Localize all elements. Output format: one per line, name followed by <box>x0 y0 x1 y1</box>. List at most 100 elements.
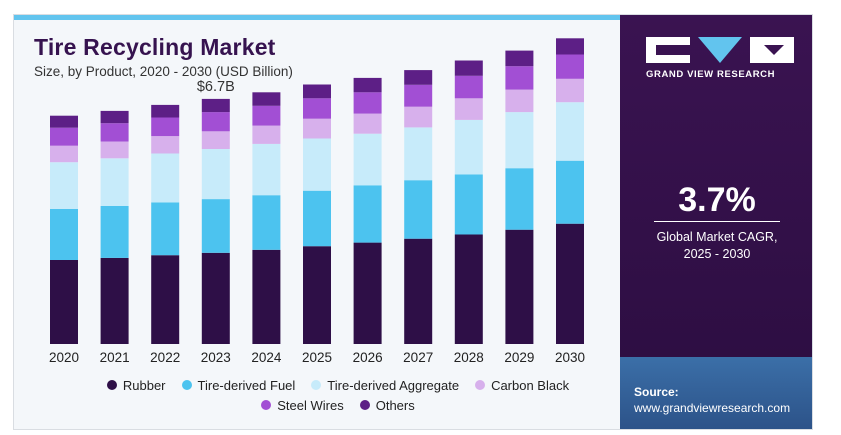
bar-segment-2025-tire-derived-aggregate <box>303 138 331 191</box>
bar-segment-2029-carbon-black <box>505 89 534 113</box>
bar-segment-2026-steel-wires <box>353 92 382 114</box>
bar-segment-2024-rubber <box>252 249 281 344</box>
bar-segment-2028-tire-derived-aggregate <box>454 119 483 175</box>
bar-segment-2022-rubber <box>151 255 180 344</box>
bar-segment-2030-steel-wires <box>556 54 584 79</box>
bar-segment-2026-tire-derived-aggregate <box>353 133 382 186</box>
bar-segment-2026-carbon-black <box>353 113 382 134</box>
x-tick-label-2026: 2026 <box>353 350 383 365</box>
bar-segment-2025-carbon-black <box>303 118 331 139</box>
legend-item-tire-derived-aggregate: Tire-derived Aggregate <box>311 377 459 393</box>
legend-label-steel-wires: Steel Wires <box>277 397 344 413</box>
cagr-label-line2: 2025 - 2030 <box>683 247 751 261</box>
bar-segment-2029-steel-wires <box>505 66 534 90</box>
chart-title: Tire Recycling Market <box>34 34 276 60</box>
brand-name: GRAND VIEW RESEARCH <box>646 69 776 80</box>
bar-segment-2030-carbon-black <box>556 78 584 103</box>
bar-segment-2030-others <box>556 38 584 55</box>
chart-subtitle: Size, by Product, 2020 - 2030 (USD Billi… <box>34 64 293 79</box>
bar-segment-2028-steel-wires <box>454 75 483 99</box>
legend-item-steel-wires: Steel Wires <box>261 397 344 413</box>
bar-segment-2027-steel-wires <box>404 84 433 107</box>
bar-segment-2023-steel-wires <box>201 112 230 132</box>
legend-swatch-rubber <box>106 380 117 390</box>
legend-item-rubber: Rubber <box>106 377 166 393</box>
x-tick-label-2021: 2021 <box>100 350 130 365</box>
bar-segment-2027-carbon-black <box>404 106 433 128</box>
bar-segment-2030-tire-derived-fuel <box>556 160 584 224</box>
bar-segment-2025-steel-wires <box>303 98 331 119</box>
bar-segment-2021-rubber <box>100 257 129 344</box>
bar-segment-2022-tire-derived-aggregate <box>151 153 180 203</box>
bar-segment-2021-carbon-black <box>100 141 129 159</box>
bar-segment-2025-others <box>303 84 331 99</box>
bar-segment-2023-tire-derived-fuel <box>201 199 230 253</box>
bar-segment-2024-tire-derived-fuel <box>252 195 281 250</box>
side-panel: GRAND VIEW RESEARCH 3.7% Global Market C… <box>620 15 812 429</box>
bar-segment-2020-tire-derived-fuel <box>50 209 78 260</box>
legend-swatch-others <box>359 400 370 410</box>
legend-swatch-steel-wires <box>261 400 272 410</box>
bar-segment-2028-others <box>454 60 483 76</box>
bar-segment-2024-tire-derived-aggregate <box>252 143 281 196</box>
bar-segment-2029-rubber <box>505 229 534 344</box>
bar-segment-2030-rubber <box>556 223 584 344</box>
x-tick-label-2020: 2020 <box>49 350 79 365</box>
bar-segment-2024-others <box>252 92 281 106</box>
bar-segment-2023-rubber <box>201 252 230 344</box>
bar-segment-2024-steel-wires <box>252 105 281 126</box>
x-tick-label-2027: 2027 <box>403 350 433 365</box>
bar-segment-2023-carbon-black <box>201 131 230 149</box>
bar-segment-2026-rubber <box>353 242 382 344</box>
accent-bar <box>14 15 620 20</box>
legend-swatch-tire-derived-fuel <box>181 380 192 390</box>
bar-segment-2027-rubber <box>404 238 433 344</box>
bar-segment-2028-rubber <box>454 234 483 344</box>
source-link[interactable]: www.grandviewresearch.com <box>634 401 791 415</box>
stacked-bar-chart: 2020 2021 2022 $6.7B 2023 2024 2025 2026 2027 202… <box>49 38 585 365</box>
bar-segment-2027-tire-derived-aggregate <box>404 127 433 181</box>
bar-segment-2022-steel-wires <box>151 117 180 137</box>
bar-segment-2027-tire-derived-fuel <box>404 180 433 239</box>
bar-segment-2028-carbon-black <box>454 98 483 120</box>
x-tick-label-2030: 2030 <box>555 350 585 365</box>
bar-segment-2025-rubber <box>303 246 331 344</box>
bar-segment-2023-others <box>201 98 230 113</box>
bar-segment-2020-steel-wires <box>50 127 78 146</box>
chart-card: Tire Recycling Market Size, by Product, … <box>13 14 813 430</box>
bar-segment-2020-tire-derived-aggregate <box>50 162 78 209</box>
bar-segment-2020-others <box>50 115 78 128</box>
legend-swatch-carbon-black <box>475 380 486 390</box>
cagr-label-line1: Global Market CAGR, <box>656 230 778 244</box>
legend-item-carbon-black: Carbon Black <box>475 377 569 393</box>
chart-legend: Rubber Tire-derived Fuel Tire-derived Aggr… <box>68 377 608 413</box>
x-tick-label-2025: 2025 <box>302 350 332 365</box>
legend-label-rubber: Rubber <box>122 377 166 393</box>
bar-segment-2029-others <box>505 50 534 67</box>
bar-segment-2022-tire-derived-fuel <box>151 202 180 256</box>
legend-label-tire-derived-fuel: Tire-derived Fuel <box>197 377 296 393</box>
bar-segment-2022-others <box>151 104 180 118</box>
legend-label-carbon-black: Carbon Black <box>491 377 570 393</box>
cagr-divider <box>654 221 780 222</box>
bar-segment-2021-steel-wires <box>100 123 129 142</box>
bar-segment-2028-tire-derived-fuel <box>454 174 483 235</box>
bar-segment-2024-carbon-black <box>252 125 281 144</box>
bar-segment-2021-others <box>100 110 129 124</box>
x-tick-label-2022: 2022 <box>150 350 180 365</box>
legend-item-others: Others <box>359 397 415 413</box>
legend-swatch-tire-derived-aggregate <box>311 380 322 390</box>
x-tick-label-2028: 2028 <box>454 350 484 365</box>
source-band <box>620 357 812 429</box>
bar-segment-2025-tire-derived-fuel <box>303 190 331 247</box>
grand-view-research-logo <box>646 37 794 63</box>
legend-label-tire-derived-aggregate: Tire-derived Aggregate <box>327 377 460 393</box>
bar-segment-2022-carbon-black <box>151 136 180 154</box>
bar-segment-2026-others <box>353 77 382 93</box>
source-heading: Source: <box>634 385 679 399</box>
cagr-label: Global Market CAGR, 2025 - 2030 <box>620 229 812 263</box>
bar-segment-2029-tire-derived-fuel <box>505 168 534 230</box>
bar-segment-2020-carbon-black <box>50 145 78 163</box>
x-tick-label-2024: 2024 <box>251 350 282 365</box>
x-tick-label-2029: 2029 <box>504 350 534 365</box>
